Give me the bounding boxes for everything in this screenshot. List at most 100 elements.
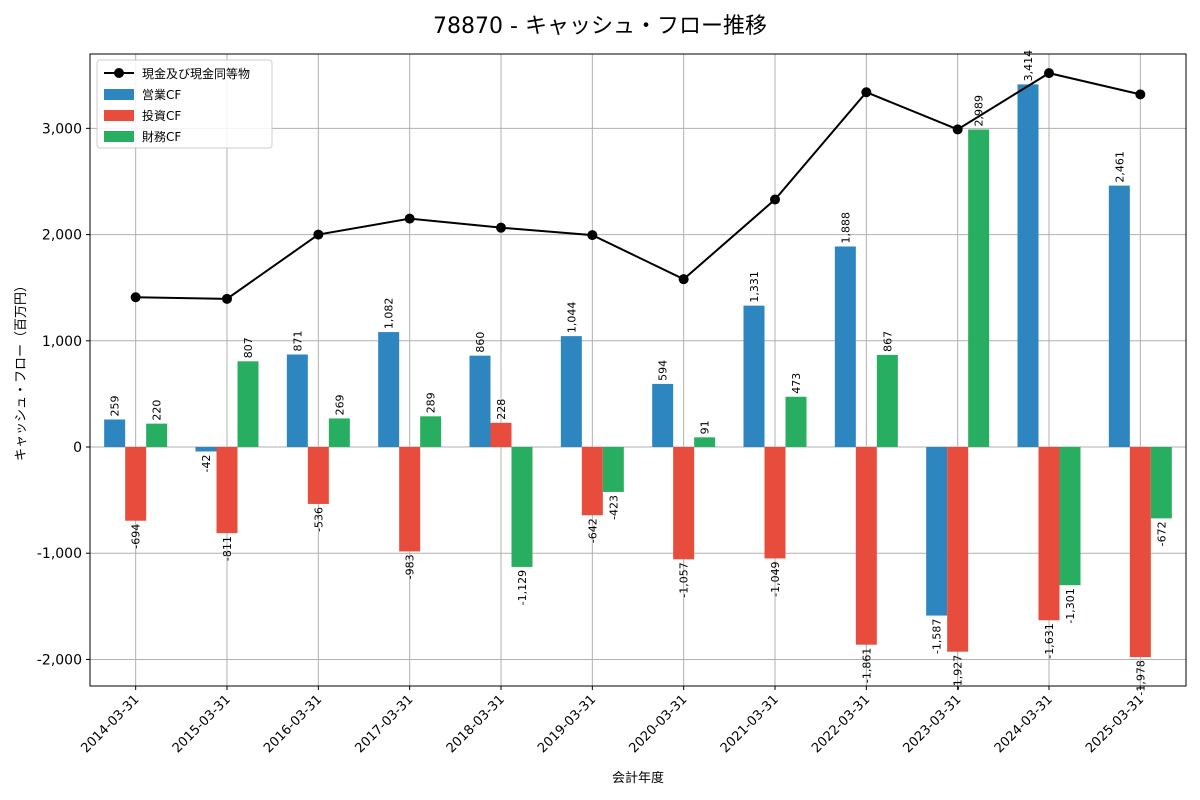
bar-value-label: -1,301 bbox=[1064, 588, 1077, 623]
bar-value-label: 228 bbox=[495, 399, 508, 420]
bar-投資CF bbox=[307, 447, 329, 504]
line-layer bbox=[130, 68, 1146, 304]
bar-営業CF bbox=[104, 419, 126, 448]
legend-label: 現金及び現金同等物 bbox=[142, 66, 250, 81]
bar-value-label: -694 bbox=[130, 524, 143, 549]
bar-value-label: 594 bbox=[657, 360, 670, 381]
bar-営業CF bbox=[469, 355, 491, 448]
bar-value-label: 807 bbox=[242, 337, 255, 358]
y-tick-label: 3,000 bbox=[42, 121, 82, 137]
x-tick-label: 2024-03-31 bbox=[992, 692, 1056, 756]
bar-財務CF bbox=[602, 447, 624, 492]
bar-value-label: -423 bbox=[607, 495, 620, 520]
bar-投資CF bbox=[764, 447, 786, 559]
x-tick-label: 2015-03-31 bbox=[170, 692, 234, 756]
plot-frame bbox=[89, 53, 1187, 687]
x-tick-label: 2025-03-31 bbox=[1083, 692, 1147, 756]
bar-value-label: 1,331 bbox=[748, 271, 761, 303]
grid-layer bbox=[90, 54, 1186, 686]
bar-value-label: 871 bbox=[291, 330, 304, 351]
bar-value-label: -1,927 bbox=[952, 655, 965, 690]
y-axis-label: キャッシュ・フロー（百万円） bbox=[14, 279, 29, 461]
legend-marker bbox=[114, 68, 124, 78]
bar-value-label: -1,978 bbox=[1134, 660, 1147, 695]
line-point bbox=[130, 292, 141, 303]
bar-value-label: -1,587 bbox=[931, 619, 944, 654]
legend-label: 投資CF bbox=[142, 108, 181, 123]
legend-label: 営業CF bbox=[142, 88, 181, 102]
line-point bbox=[678, 274, 689, 285]
data-label-layer: 259 -42 871 1,082 860 1,044 594 1,331 1,888 -1,58… bbox=[109, 50, 1169, 696]
bar-value-label: 259 bbox=[109, 395, 122, 416]
bar-財務CF bbox=[511, 447, 533, 567]
legend-box bbox=[96, 59, 273, 149]
bar-財務CF bbox=[328, 418, 350, 448]
bar-投資CF bbox=[673, 447, 695, 560]
bar-財務CF bbox=[785, 396, 807, 448]
bar-value-label: 269 bbox=[333, 394, 346, 415]
bar-value-label: 473 bbox=[790, 373, 803, 394]
bar-投資CF bbox=[855, 447, 877, 645]
line-point bbox=[496, 222, 506, 233]
bar-財務CF bbox=[694, 437, 716, 448]
line-現金及び現金同等物 bbox=[135, 72, 1141, 300]
x-tick-label: 2019-03-31 bbox=[535, 692, 599, 756]
legend-label: 財務CF bbox=[142, 129, 181, 144]
bar-投資CF bbox=[581, 447, 603, 516]
bar-営業CF bbox=[286, 354, 308, 448]
bar-営業CF bbox=[652, 383, 674, 448]
bar-財務CF bbox=[237, 361, 259, 448]
bar-value-label: -1,057 bbox=[678, 562, 691, 597]
x-tick-label: 2021-03-31 bbox=[718, 692, 782, 756]
x-tick-label: 2018-03-31 bbox=[444, 692, 508, 756]
bar-営業CF bbox=[743, 305, 765, 448]
bar-value-label: 2,461 bbox=[1113, 151, 1126, 183]
bar-営業CF bbox=[195, 447, 217, 452]
y-tick-label: 0 bbox=[73, 440, 82, 456]
bar-営業CF bbox=[834, 246, 856, 448]
line-point bbox=[952, 124, 963, 135]
bar-投資CF bbox=[490, 422, 512, 448]
bar-投資CF bbox=[947, 447, 969, 652]
bar-value-label: 860 bbox=[474, 332, 487, 353]
bar-value-label: -1,129 bbox=[516, 570, 529, 605]
y-tick-label: 2,000 bbox=[42, 228, 82, 244]
bar-value-label: -1,631 bbox=[1043, 623, 1056, 658]
x-tick-label: 2017-03-31 bbox=[352, 692, 416, 756]
y-tick-label: -2,000 bbox=[37, 652, 82, 668]
bar-value-label: 91 bbox=[699, 420, 712, 434]
bar-value-label: -1,049 bbox=[769, 561, 782, 596]
bar-財務CF bbox=[968, 129, 990, 448]
line-point bbox=[313, 229, 324, 240]
bar-value-label: -672 bbox=[1155, 521, 1168, 546]
line-point bbox=[587, 230, 598, 241]
bar-value-label: 3,414 bbox=[1022, 50, 1035, 82]
bar-value-label: -811 bbox=[221, 536, 234, 561]
chart-title: 78870 - キャッシュ・フロー推移 bbox=[433, 14, 767, 39]
x-axis-label: 会計年度 bbox=[612, 770, 664, 786]
bar-財務CF bbox=[1059, 447, 1081, 586]
bar-営業CF bbox=[1108, 185, 1130, 448]
x-tick-label: 2014-03-31 bbox=[78, 692, 142, 756]
bar-value-label: -642 bbox=[586, 518, 599, 543]
x-tick-label: 2022-03-31 bbox=[809, 692, 873, 756]
line-point bbox=[861, 87, 872, 98]
legend-swatch bbox=[104, 110, 134, 121]
bar-営業CF bbox=[378, 332, 400, 448]
y-tick-label: -1,000 bbox=[37, 546, 82, 562]
bar-value-label: 1,082 bbox=[383, 298, 396, 330]
bar-投資CF bbox=[1038, 447, 1060, 621]
line-point bbox=[1044, 68, 1054, 79]
x-tick-label: 2020-03-31 bbox=[626, 692, 690, 756]
bar-投資CF bbox=[216, 447, 238, 534]
bar-value-label: 867 bbox=[881, 331, 894, 352]
line-point bbox=[1135, 89, 1146, 100]
x-tick-label: 2023-03-31 bbox=[900, 692, 964, 756]
legend-swatch bbox=[104, 131, 134, 142]
bar-value-label: -536 bbox=[312, 507, 325, 532]
bar-value-label: 220 bbox=[151, 400, 164, 421]
bar-財務CF bbox=[420, 416, 442, 448]
line-point bbox=[770, 194, 780, 205]
